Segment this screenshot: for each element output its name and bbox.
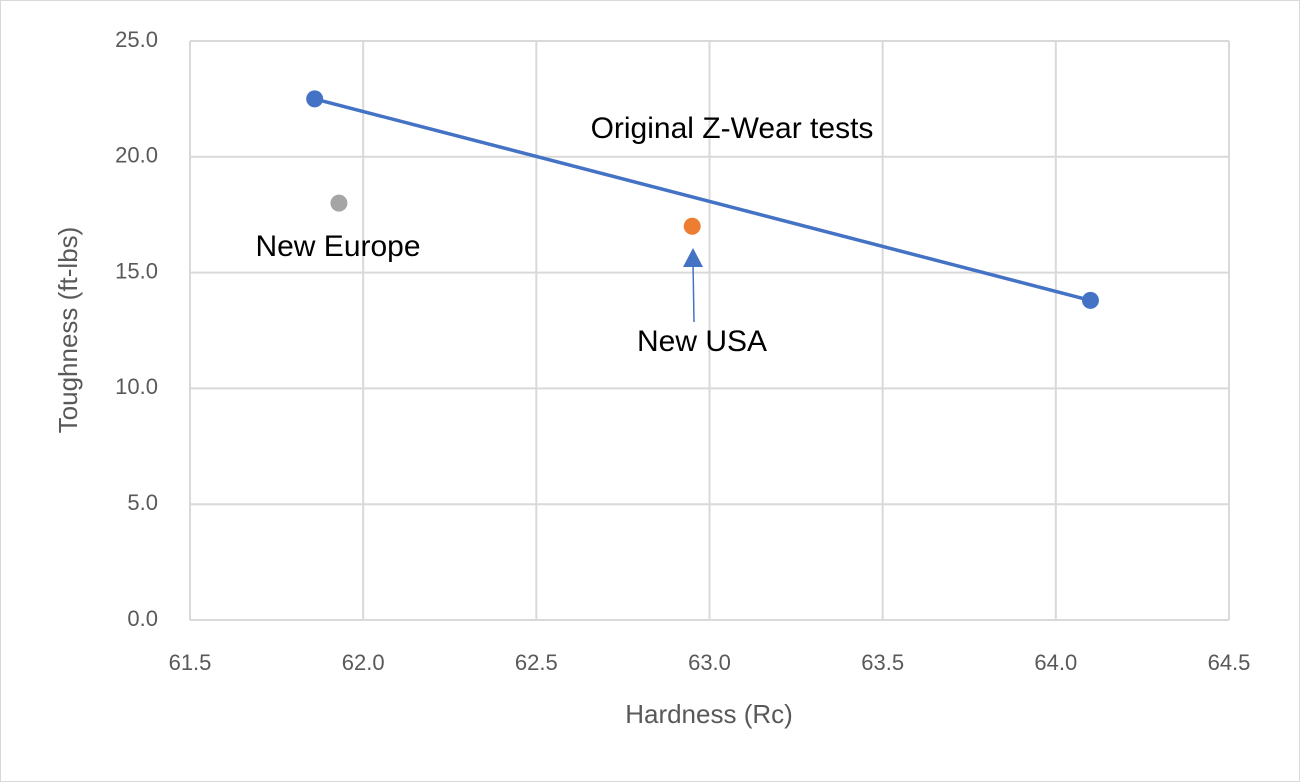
x-tick-label: 63.5 bbox=[861, 650, 904, 675]
point bbox=[683, 217, 701, 235]
x-tick-label: 63.0 bbox=[688, 650, 731, 675]
y-tick-label: 20.0 bbox=[115, 143, 158, 168]
y-tick-label: 10.0 bbox=[115, 374, 158, 399]
x-tick-label: 62.5 bbox=[515, 650, 558, 675]
y-tick-label: 0.0 bbox=[127, 606, 158, 631]
point bbox=[330, 194, 348, 212]
point bbox=[1081, 291, 1099, 309]
y-tick-label: 25.0 bbox=[115, 27, 158, 52]
annotation: New Europe bbox=[255, 230, 420, 263]
annotation: Original Z-Wear tests bbox=[591, 112, 874, 145]
x-tick-label: 64.0 bbox=[1034, 650, 1077, 675]
annotation: New USA bbox=[637, 325, 767, 358]
x-axis-title: Hardness (Rc) bbox=[625, 699, 793, 729]
y-tick-label: 15.0 bbox=[115, 258, 158, 283]
series-line bbox=[314, 97, 1091, 303]
y-axis-title: Toughness (ft-lbs) bbox=[53, 227, 83, 434]
x-tick-label: 62.0 bbox=[342, 650, 385, 675]
x-tick-label: 64.5 bbox=[1208, 650, 1251, 675]
point bbox=[306, 90, 324, 108]
arrow-head bbox=[683, 248, 703, 267]
y-tick-label: 5.0 bbox=[127, 490, 158, 515]
arrow-shaft bbox=[692, 261, 695, 323]
x-tick-label: 61.5 bbox=[169, 650, 212, 675]
